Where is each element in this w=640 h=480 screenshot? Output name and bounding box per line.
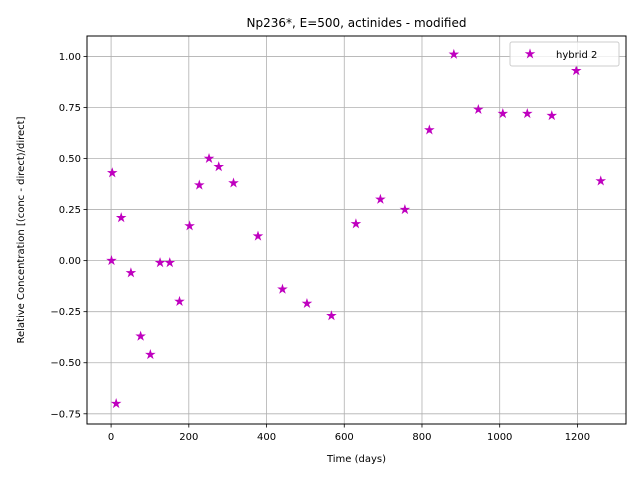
data-point: [595, 175, 607, 186]
data-point: [326, 310, 337, 321]
grid: [87, 36, 626, 424]
y-axis: −0.75 −0.50 −0.25 0.00 0.25 0.50 0.75 1.00: [50, 52, 87, 420]
data-point: [174, 295, 185, 306]
data-point: [473, 103, 484, 115]
data-point: [252, 230, 264, 241]
x-tick-label: 200: [179, 432, 198, 443]
legend-box: [509, 41, 620, 67]
data-point: [125, 267, 137, 278]
data-point: [424, 124, 435, 135]
y-axis-title: Relative Concentration [(conc - direct)/…: [16, 116, 27, 343]
y-tick-label: −0.75: [50, 409, 81, 420]
x-tick-label: 1000: [487, 432, 512, 443]
data-point: [145, 349, 156, 360]
axes-frame: [86, 35, 627, 425]
data-point: [106, 255, 117, 266]
data-point: [213, 161, 225, 172]
data-point: [277, 283, 288, 294]
legend: hybrid 2: [509, 41, 620, 67]
data-point: [106, 167, 118, 178]
data-point: [110, 398, 122, 409]
data-point: [570, 65, 582, 76]
legend-label: hybrid 2: [556, 50, 597, 61]
y-tick-label: 1.00: [59, 52, 81, 63]
data-point: [375, 193, 386, 204]
data-point: [135, 330, 146, 341]
data-point: [399, 204, 411, 215]
data-point: [301, 297, 313, 309]
y-tick-label: −0.50: [50, 358, 81, 369]
data-point: [521, 108, 533, 119]
x-axis-title: Time (days): [326, 454, 386, 465]
plot-area: [106, 48, 607, 409]
chart-title: Np236*, E=500, actinides - modified: [247, 16, 467, 30]
data-point: [154, 257, 166, 268]
data-point: [184, 220, 195, 231]
y-tick-label: 0.25: [59, 205, 81, 216]
x-tick-label: 0: [108, 432, 114, 443]
data-point: [203, 152, 215, 164]
legend-marker-star-icon: [524, 48, 536, 59]
y-tick-label: 0.75: [59, 103, 81, 114]
y-tick-label: 0.00: [59, 256, 81, 267]
data-point: [546, 110, 558, 121]
y-tick-label: −0.25: [50, 307, 81, 318]
x-tick-label: 600: [335, 432, 354, 443]
data-point: [350, 218, 362, 229]
y-tick-label: 0.50: [59, 154, 81, 165]
data-point: [497, 108, 509, 119]
x-tick-label: 400: [257, 432, 276, 443]
data-point: [164, 257, 176, 268]
data-point: [194, 179, 205, 190]
x-axis: 0 200 400 600 800 1000 1200: [108, 424, 590, 443]
data-point: [115, 212, 127, 223]
data-point: [228, 177, 239, 188]
x-tick-label: 1200: [565, 432, 590, 443]
x-tick-label: 800: [412, 432, 431, 443]
data-point: [448, 48, 460, 59]
